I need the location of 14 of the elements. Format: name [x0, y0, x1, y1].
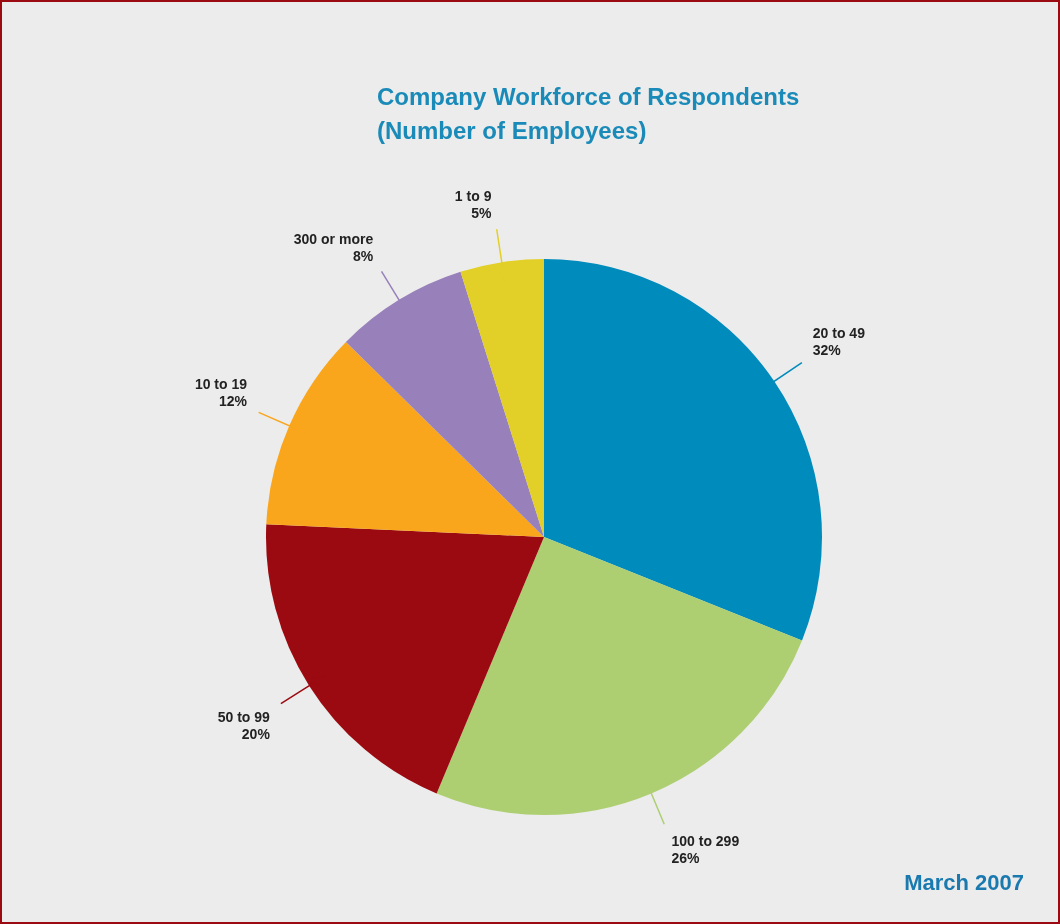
slice-label: 20 to 49	[812, 324, 866, 341]
data-label: 8%	[352, 248, 374, 265]
slice-label: 50 to 99	[217, 708, 271, 725]
slice-label: 100 to 299	[671, 832, 740, 849]
slice-label: 1 to 9	[454, 187, 492, 204]
data-label: 26%	[671, 849, 701, 866]
data-label: 5%	[471, 204, 492, 221]
chart-title: Company Workforce of Respondents (Number of Employees)	[377, 82, 800, 146]
data-label: 12%	[218, 392, 248, 409]
slice-label: 300 or more	[293, 231, 374, 248]
slice-label: 10 to 19	[194, 375, 248, 392]
data-label: 32%	[812, 341, 842, 358]
text: March 2007	[904, 870, 1024, 896]
data-label: 20%	[241, 725, 271, 742]
